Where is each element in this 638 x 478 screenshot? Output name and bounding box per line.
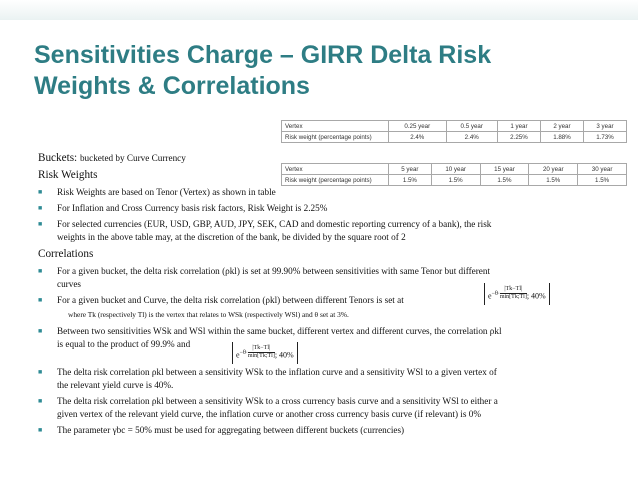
bullet-icon: ■ <box>38 397 43 405</box>
list-item-text: The delta risk correlation ρkl between a… <box>57 367 497 377</box>
table-cell: 1.5% <box>388 174 432 186</box>
list-item-text: curves <box>57 279 81 289</box>
list-item-text: For selected currencies (EUR, USD, GBP, … <box>57 219 492 229</box>
formula-base: e <box>236 350 240 360</box>
bullet-icon: ■ <box>38 327 43 335</box>
bullet-icon: ■ <box>38 220 43 228</box>
list-item-text: Between two sensitivities WSk and WSl wi… <box>57 326 502 336</box>
formula-denominator: min[Tk;Tl] <box>247 353 275 360</box>
tenor-correlation-formula: e−θ· |Tk−Tl| min[Tk;Tl]; 40% <box>484 283 550 305</box>
correlations-heading: Correlations <box>38 248 94 260</box>
top-banner <box>0 0 638 20</box>
table-cell: 2.25% <box>496 131 541 143</box>
table-cell: 1.5% <box>479 174 530 186</box>
buckets-label: Buckets: <box>38 152 78 164</box>
bullet-icon: ■ <box>38 267 43 275</box>
curve-correlation-formula: e−θ· |Tk−Tl| min[Tk;Tl]; 40% <box>232 342 298 364</box>
table-cell: 1.5% <box>528 174 579 186</box>
list-item-text: For a given bucket, the delta risk corre… <box>57 266 491 276</box>
table-cell: 10 year <box>430 163 481 175</box>
formula-denominator: min[Tk;Tl] <box>499 294 527 301</box>
table-cell: 1 year <box>496 120 541 132</box>
table-cell: 2.4% <box>445 131 498 143</box>
risk-weight-table-long-tenors: Vertex 5 year 10 year 15 year 20 year 30… <box>281 163 627 186</box>
table-cell: Vertex <box>281 120 389 132</box>
table-cell: Vertex <box>281 163 389 175</box>
slide-title: Sensitivities Charge – GIRR Delta Risk W… <box>34 41 492 100</box>
formula-exponent-prefix: −θ· <box>491 291 500 297</box>
table-cell: Risk weight (percentage points) <box>281 174 389 186</box>
buckets-line: Buckets: bucketed by Curve Currency <box>38 152 186 165</box>
formula-base: e <box>488 291 492 301</box>
table-cell: 1.88% <box>539 131 584 143</box>
table-header-row: Vertex 5 year 10 year 15 year 20 year 30… <box>281 163 627 175</box>
formula-exponent-prefix: −θ· <box>239 350 248 356</box>
table-cell: 20 year <box>528 163 579 175</box>
formula-numerator: |Tk−Tl| <box>499 286 527 295</box>
list-item-text: the relevant yield curve is 40%. <box>57 380 174 390</box>
table-row: Risk weight (percentage points) 1.5% 1.5… <box>281 174 627 186</box>
list-item-text: For Inflation and Cross Currency basis r… <box>57 203 328 213</box>
table-cell: 1.73% <box>582 131 628 143</box>
list-item-text: The parameter γbc = 50% must be used for… <box>57 425 405 435</box>
bullet-icon: ■ <box>38 426 43 434</box>
list-item-text: given vertex of the relevant yield curve… <box>57 409 481 419</box>
risk-weight-table-short-tenors: Vertex 0.25 year 0.5 year 1 year 2 year … <box>281 120 628 143</box>
buckets-text: bucketed by Curve Currency <box>79 153 186 163</box>
table-cell: Risk weight (percentage points) <box>281 131 389 143</box>
table-cell: 2 year <box>539 120 584 132</box>
table-cell: 1.5% <box>577 174 627 186</box>
list-item-text: Risk Weights are based on Tenor (Vertex)… <box>57 187 276 197</box>
where-note-text: where Tk (respectively Tl) is the vertex… <box>68 310 349 319</box>
list-item-text: weights in the above table may, at the d… <box>57 232 406 242</box>
formula-suffix: ; 40% <box>526 291 546 301</box>
bullet-icon: ■ <box>38 188 43 196</box>
bullet-icon: ■ <box>38 204 43 212</box>
risk-weights-heading: Risk Weights <box>38 169 98 181</box>
table-cell: 2.4% <box>388 131 447 143</box>
bullet-icon: ■ <box>38 368 43 376</box>
list-item-text: For a given bucket and Curve, the delta … <box>57 295 404 305</box>
table-row: Risk weight (percentage points) 2.4% 2.4… <box>281 131 628 143</box>
table-header-row: Vertex 0.25 year 0.5 year 1 year 2 year … <box>281 120 628 132</box>
formula-suffix: ; 40% <box>274 350 294 360</box>
list-item-text: is equal to the product of 99.9% and <box>57 339 191 349</box>
formula-numerator: |Tk−Tl| <box>247 345 275 354</box>
table-cell: 0.5 year <box>445 120 498 132</box>
table-cell: 5 year <box>388 163 432 175</box>
table-cell: 30 year <box>577 163 627 175</box>
bullet-icon: ■ <box>38 296 43 304</box>
table-cell: 15 year <box>479 163 530 175</box>
table-cell: 0.25 year <box>388 120 447 132</box>
list-item-text: The delta risk correlation ρkl between a… <box>57 396 498 406</box>
table-cell: 1.5% <box>430 174 481 186</box>
table-cell: 3 year <box>582 120 628 132</box>
